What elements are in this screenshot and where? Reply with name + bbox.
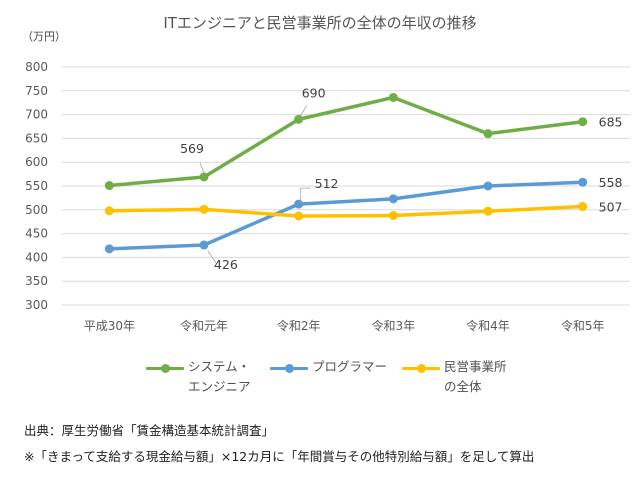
- data-label: 690: [302, 85, 326, 100]
- series-line-2: [107, 204, 585, 218]
- data-label: 512: [315, 176, 339, 191]
- data-point: [578, 117, 588, 127]
- legend-item-private-establishments: 民営事業所 の全体: [402, 359, 507, 397]
- y-tick-label: 800: [25, 60, 48, 74]
- y-axis-unit-label: （万円）: [22, 30, 66, 43]
- data-point: [294, 114, 304, 124]
- legend-label: システム・ エンジニア: [188, 359, 251, 394]
- y-tick-label: 300: [25, 298, 48, 312]
- x-tick-label: 令和4年: [466, 318, 510, 333]
- x-tick-label: 令和2年: [277, 318, 321, 333]
- data-point: [294, 199, 304, 209]
- gridlines: [62, 66, 630, 306]
- data-label: 685: [599, 115, 623, 130]
- y-tick-label: 500: [25, 203, 48, 217]
- data-point: [199, 172, 209, 182]
- data-point: [483, 129, 493, 139]
- data-point: [104, 181, 114, 191]
- leader-line: [207, 250, 217, 264]
- data-label: 558: [599, 175, 623, 190]
- data-label: 426: [214, 257, 238, 272]
- data-label: 507: [599, 199, 623, 214]
- leader-line: [300, 187, 311, 203]
- leader-line: [199, 162, 205, 174]
- series-line-1: [107, 180, 585, 251]
- y-tick-label: 600: [25, 155, 48, 169]
- y-tick-label: 650: [25, 131, 48, 145]
- x-tick-label: 令和5年: [561, 318, 605, 333]
- x-tick-label: 令和3年: [372, 318, 416, 333]
- data-label: 569: [180, 141, 204, 156]
- data-point: [578, 177, 588, 187]
- y-tick-label: 450: [25, 227, 48, 241]
- y-tick-label: 700: [25, 108, 48, 122]
- source-note: 出典：厚生労働省「賃金構造基本統計調査」: [24, 423, 275, 438]
- legend-swatch-green: [146, 360, 184, 374]
- leader-line: [300, 105, 308, 116]
- data-point: [199, 240, 209, 250]
- line-chart: 300 350 400 450 500 550 600 650 700 750 800 平成30年 令…: [25, 60, 630, 333]
- legend-label: プログラマー: [312, 359, 388, 374]
- data-point: [388, 92, 398, 102]
- series-lines: [104, 92, 588, 254]
- y-tick-label: 750: [25, 84, 48, 98]
- y-tick-label: 350: [25, 274, 48, 288]
- data-point: [388, 211, 398, 221]
- legend-item-system-engineer: システム・ エンジニア: [146, 359, 251, 397]
- data-labels: 569 690 685 426 512 558 507: [180, 85, 623, 272]
- x-tick-label: 令和元年: [180, 318, 228, 333]
- y-axis-ticks: 300 350 400 450 500 550 600 650 700 750 800: [25, 60, 48, 312]
- legend-label: 民営事業所 の全体: [444, 359, 507, 394]
- x-tick-label: 平成30年: [84, 319, 135, 333]
- data-point: [104, 206, 114, 216]
- data-point: [104, 244, 114, 254]
- series-line-0: [107, 95, 585, 188]
- calculation-note: ※「きまって支給する現金給与額」×12カ月に「年間賞与その他特別給与額」を足して…: [24, 449, 535, 464]
- legend-swatch-yellow: [402, 360, 440, 374]
- y-tick-label: 400: [25, 250, 48, 264]
- data-point: [483, 181, 493, 191]
- x-axis-ticks: 平成30年 令和元年 令和2年 令和3年 令和4年 令和5年: [84, 318, 605, 333]
- chart-title: ITエンジニアと民営事業所の全体の年収の推移: [163, 14, 477, 32]
- y-tick-label: 550: [25, 179, 48, 193]
- legend: システム・ エンジニア プログラマー 民営事業所 の全体: [0, 359, 640, 404]
- data-point: [483, 206, 493, 216]
- legend-swatch-blue: [270, 360, 308, 374]
- data-point: [199, 204, 209, 214]
- data-point: [294, 211, 304, 221]
- data-point: [578, 201, 588, 211]
- legend-item-programmer: プログラマー: [270, 359, 388, 377]
- data-point: [388, 194, 398, 204]
